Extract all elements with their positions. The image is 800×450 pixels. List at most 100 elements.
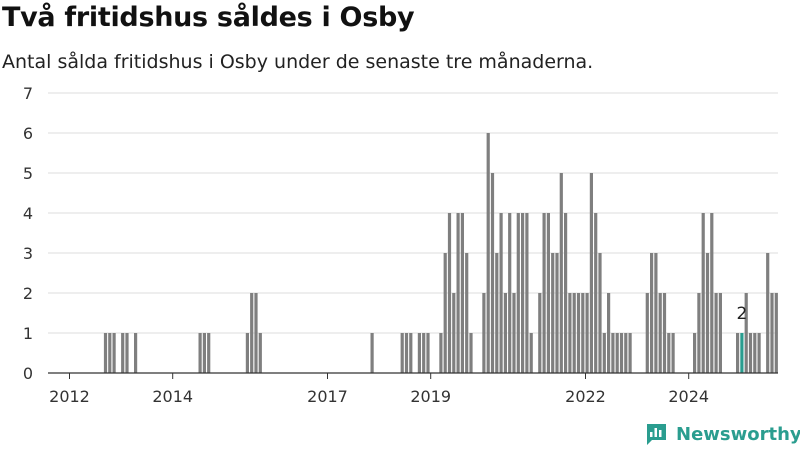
- bar: [469, 333, 473, 373]
- bar: [555, 253, 559, 373]
- bar: [529, 333, 533, 373]
- annotation-label: 2: [736, 304, 747, 324]
- y-tick-label: 7: [23, 84, 33, 103]
- bar: [645, 293, 649, 373]
- bar: [370, 333, 374, 373]
- chart-subtitle: Antal sålda fritidshus i Osby under de s…: [2, 51, 594, 73]
- highlight-bar: [740, 333, 744, 373]
- x-tick-label: 2019: [410, 387, 451, 406]
- bar: [400, 333, 404, 373]
- bar: [753, 333, 757, 373]
- bar: [245, 333, 249, 373]
- bar: [417, 333, 421, 373]
- bar: [693, 333, 697, 373]
- bar: [757, 333, 761, 373]
- bar: [508, 213, 512, 373]
- y-tick-label: 1: [23, 324, 33, 343]
- x-tick-label: 2022: [565, 387, 606, 406]
- bar: [125, 333, 129, 373]
- bar: [134, 333, 138, 373]
- bar: [744, 293, 748, 373]
- bar: [615, 333, 619, 373]
- chart-title: Två fritidshus såldes i Osby: [2, 2, 415, 33]
- bar: [103, 333, 108, 373]
- bar: [426, 333, 430, 373]
- bar: [619, 333, 624, 373]
- bar: [112, 333, 116, 373]
- bar: [594, 213, 598, 373]
- bar: [447, 213, 452, 373]
- bar: [598, 253, 602, 373]
- bar: [714, 293, 718, 373]
- bar: [654, 253, 658, 373]
- bar: [258, 333, 262, 373]
- bar: [658, 293, 662, 373]
- bar: [516, 213, 520, 373]
- y-tick-label: 2: [23, 284, 33, 303]
- bar: [452, 293, 456, 373]
- bar: [512, 293, 516, 373]
- bar: [490, 173, 495, 373]
- bar: [650, 253, 654, 373]
- brand-logo: Newsworthy: [644, 420, 800, 448]
- bar: [503, 293, 507, 373]
- bar: [602, 333, 606, 373]
- bar: [499, 213, 503, 373]
- bar: [774, 293, 778, 373]
- bar: [460, 213, 464, 373]
- bar: [521, 213, 525, 373]
- bar: [628, 333, 632, 373]
- bar: [718, 293, 722, 373]
- bar: [551, 253, 555, 373]
- bar: [542, 213, 546, 373]
- bar: [121, 333, 125, 373]
- x-tick-label: 2012: [49, 387, 90, 406]
- bar: [422, 333, 426, 373]
- bar: [439, 333, 443, 373]
- bar: [564, 213, 568, 373]
- bar: [568, 293, 572, 373]
- y-tick-label: 5: [23, 164, 33, 183]
- bar: [671, 333, 675, 373]
- brand-name: Newsworthy: [676, 423, 800, 445]
- bar: [585, 293, 589, 373]
- bar: [624, 333, 628, 373]
- bar: [736, 333, 740, 373]
- bar: [254, 293, 258, 373]
- y-tick-label: 0: [23, 364, 33, 383]
- bar: [576, 293, 581, 373]
- bar: [198, 333, 202, 373]
- bar: [465, 253, 469, 373]
- bar: [572, 293, 576, 373]
- bar: [701, 213, 705, 373]
- bar: [525, 213, 529, 373]
- bar: [607, 293, 611, 373]
- y-tick-label: 3: [23, 244, 33, 263]
- bar: [667, 333, 671, 373]
- bar: [250, 293, 254, 373]
- bar: [482, 293, 486, 373]
- bar: [766, 253, 770, 373]
- bar: [581, 293, 585, 373]
- bar: [589, 173, 593, 373]
- x-tick-label: 2024: [668, 387, 709, 406]
- bar: [710, 213, 714, 373]
- bar: [611, 333, 615, 373]
- bar: [202, 333, 206, 373]
- bar: [662, 293, 667, 373]
- bar: [443, 253, 447, 373]
- bar: [409, 333, 413, 373]
- y-tick-label: 6: [23, 124, 33, 143]
- bar: [108, 333, 112, 373]
- bar: [697, 293, 701, 373]
- bar: [559, 173, 563, 373]
- bar: [705, 253, 710, 373]
- x-tick-label: 2017: [307, 387, 348, 406]
- bar: [404, 333, 409, 373]
- bar: [546, 213, 550, 373]
- bar: [456, 213, 460, 373]
- bar: [538, 293, 542, 373]
- y-tick-label: 4: [23, 204, 33, 223]
- bar: [495, 253, 499, 373]
